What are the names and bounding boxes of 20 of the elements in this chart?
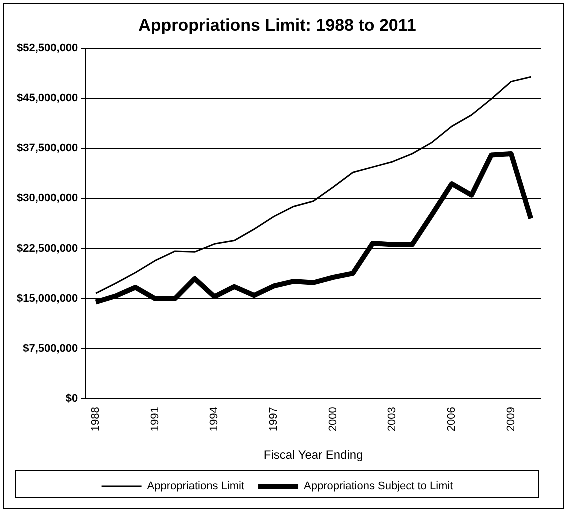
y-tick-label: $37,500,000 bbox=[17, 142, 78, 155]
y-tick-label: $45,000,000 bbox=[17, 92, 78, 105]
legend-label: Appropriations Limit bbox=[147, 480, 245, 493]
y-tick-label: $30,000,000 bbox=[17, 192, 78, 205]
x-tick-label: 2009 bbox=[505, 407, 518, 432]
x-tick-label: 1988 bbox=[90, 407, 102, 432]
legend-label: Appropriations Subject to Limit bbox=[304, 480, 454, 493]
y-tick-label: $22,500,000 bbox=[17, 242, 78, 255]
x-tick-label: 1997 bbox=[268, 407, 280, 432]
x-tick-label: 2006 bbox=[446, 407, 458, 432]
x-tick-label: 1991 bbox=[149, 407, 162, 432]
y-tick-label: $15,000,000 bbox=[17, 292, 78, 305]
x-tick-label: 2000 bbox=[327, 407, 340, 432]
y-tick-label: $7,500,000 bbox=[23, 343, 78, 356]
chart-title: Appropriations Limit: 1988 to 2011 bbox=[138, 16, 416, 35]
x-tick-label: 1994 bbox=[208, 407, 221, 432]
y-tick-label: $52,500,000 bbox=[17, 42, 78, 54]
x-tick-label: 2003 bbox=[386, 407, 399, 432]
y-tick-label: $0 bbox=[66, 393, 78, 406]
x-axis-title: Fiscal Year Ending bbox=[264, 448, 364, 462]
